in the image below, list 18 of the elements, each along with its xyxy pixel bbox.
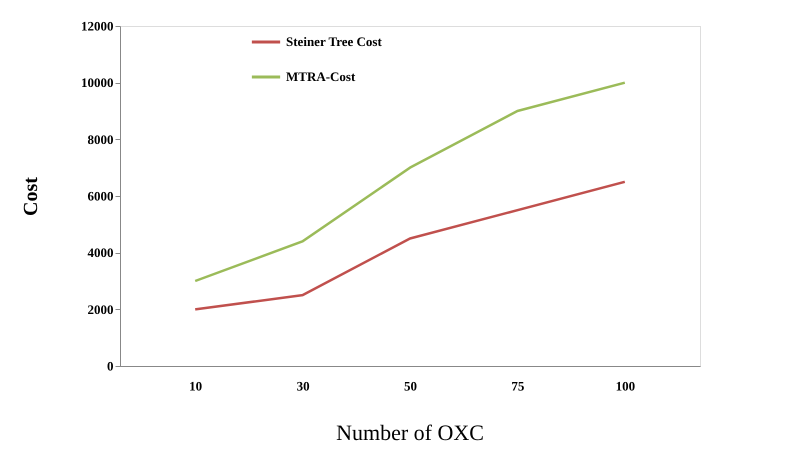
- y-tick-label: 4000: [88, 245, 114, 260]
- y-tick-label: 2000: [88, 302, 114, 317]
- y-tick-label: 10000: [81, 75, 114, 90]
- x-tick-label: 50: [404, 378, 417, 394]
- x-axis-title: Number of OXC: [336, 420, 484, 445]
- y-axis-title: Cost: [20, 176, 42, 216]
- line-series: [194, 180, 626, 311]
- legend-label: Steiner Tree Cost: [286, 34, 382, 49]
- y-tick-label: 6000: [88, 188, 114, 204]
- legend-label: MTRA-Cost: [286, 69, 356, 84]
- x-tick-label: 30: [296, 378, 310, 394]
- y-tick-label: 8000: [88, 132, 114, 147]
- x-tick-label: 100: [616, 378, 636, 394]
- x-tick-label: 10: [189, 378, 202, 394]
- y-tick-label: 0: [107, 358, 114, 374]
- line-series: [194, 81, 626, 282]
- x-tick-label: 75: [511, 378, 525, 394]
- y-tick-label: 12000: [81, 18, 114, 34]
